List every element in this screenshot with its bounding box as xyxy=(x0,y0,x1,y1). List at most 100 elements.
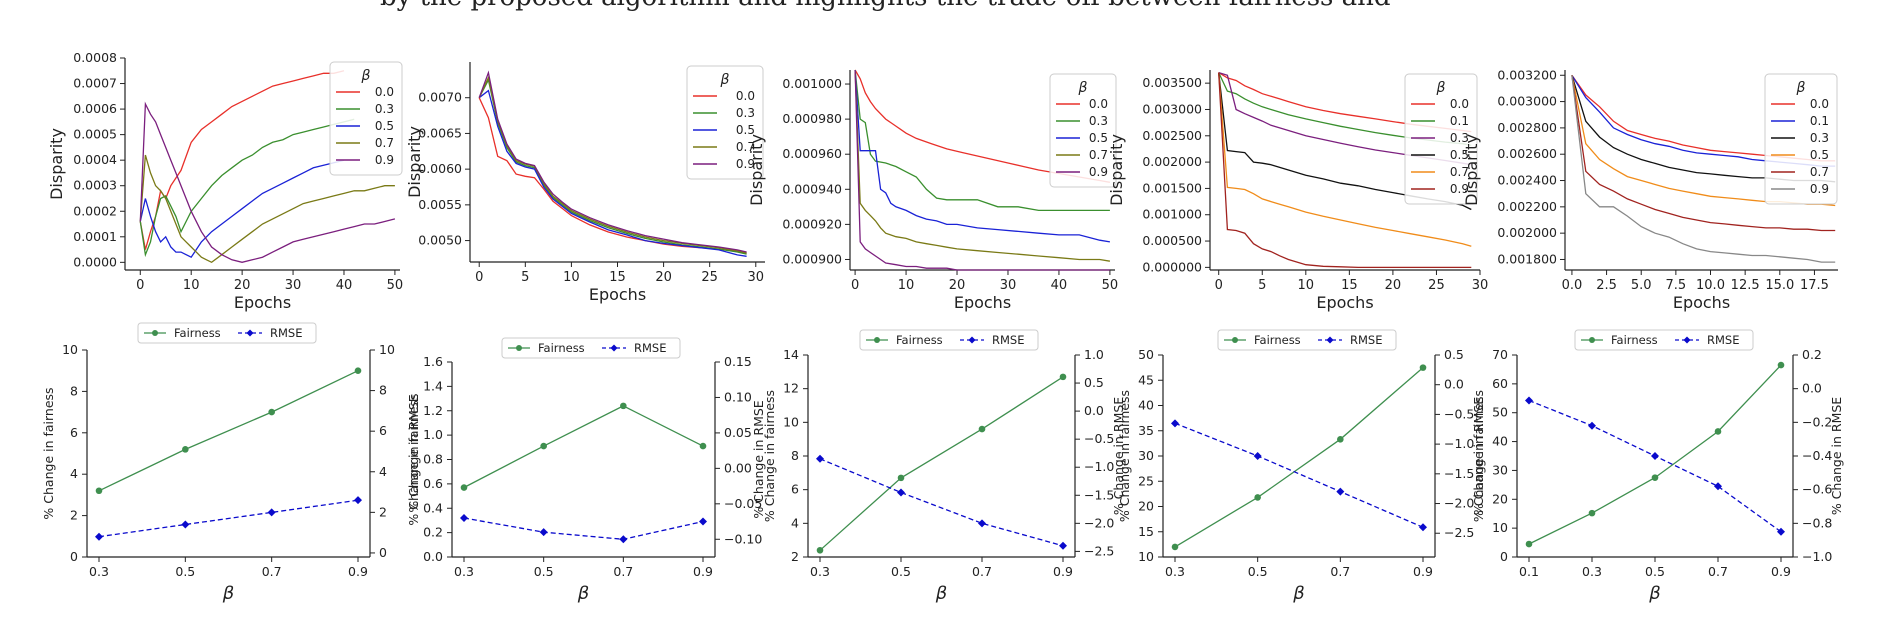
y-tick-label-right: −2.0 xyxy=(1444,496,1474,511)
rmse-point xyxy=(1714,482,1722,491)
legend-label: 0.1 xyxy=(1810,114,1829,128)
x-tick-label: 0.5 xyxy=(534,564,554,579)
legend-label-rmse: RMSE xyxy=(270,326,302,340)
rmse-point xyxy=(1683,336,1691,344)
x-tick-label: 20 xyxy=(949,278,966,293)
caption-text: by the proposed algorithm and highlights… xyxy=(380,0,1391,12)
y-axis-label-left: % Change in fairness xyxy=(1117,390,1132,522)
y-tick-label-left: 35 xyxy=(1138,423,1154,438)
x-tick-label: 0 xyxy=(136,278,144,293)
y-tick-label: 0.000920 xyxy=(782,216,842,231)
y-tick-label-left: 0.8 xyxy=(423,452,443,467)
x-tick-label: 30 xyxy=(285,278,302,293)
legend-label: 0.0 xyxy=(1089,97,1108,111)
y-axis-label-right: % Change in RMSE xyxy=(1471,397,1486,515)
fairness-point xyxy=(1171,543,1179,551)
fairness-point xyxy=(460,484,468,491)
y-tick-label: 0.000500 xyxy=(1142,233,1202,248)
legend-label: 0.3 xyxy=(375,102,394,116)
y-tick-label-right: 0.5 xyxy=(1444,347,1464,362)
rmse-line xyxy=(1174,422,1424,528)
legend-label: 0.3 xyxy=(736,106,755,120)
y-tick-label: 0.003000 xyxy=(1142,101,1202,116)
rmse-point xyxy=(897,488,905,497)
fairness-point xyxy=(540,442,547,450)
chart-t5: 0.0 2.5 5.0 7.5 10.0 12.5 15.0 17.50.0018000.00… xyxy=(1462,67,1838,312)
y-axis-label: Disparity xyxy=(1462,134,1481,206)
series-line-0-9 xyxy=(478,70,747,253)
x-tick-label: 0.7 xyxy=(1708,564,1728,579)
fairness-point xyxy=(182,446,189,453)
rmse-point xyxy=(460,514,468,522)
y-tick-label: 0.003500 xyxy=(1142,75,1202,90)
legend-box xyxy=(329,61,403,176)
chart-t3: 0 10 20 30 40 50 0.000900 0.000920 0.000940 0.000… xyxy=(747,69,1118,312)
x-tick-label: 0.3 xyxy=(89,564,109,579)
y-tick-label-left: 40 xyxy=(1492,434,1508,449)
y-tick-label: 0.000000 xyxy=(1142,259,1202,274)
x-tick-label: 0.9 xyxy=(1771,564,1791,579)
y-tick-label-right: 6 xyxy=(379,423,387,438)
x-tick-label: 40 xyxy=(1051,278,1068,293)
y-tick-label-right: 0 xyxy=(379,545,387,560)
y-tick-label: 0.0060 xyxy=(418,161,462,176)
y-tick-label-right: 0.2 xyxy=(1802,347,1822,362)
x-tick-label: 7.5 xyxy=(1666,278,1687,293)
legend-box xyxy=(686,65,764,180)
series-line-0-7 xyxy=(854,69,1111,262)
x-tick-label: 15 xyxy=(609,270,626,285)
y-tick-label-left: 45 xyxy=(1138,372,1154,387)
y-tick-label-right: 10 xyxy=(379,342,395,357)
series-line-0-7 xyxy=(478,75,747,254)
y-tick-label-right: −2.0 xyxy=(1084,515,1114,530)
legend-label: 0.5 xyxy=(375,119,394,133)
y-tick-label-right: 4 xyxy=(379,464,387,479)
y-tick-label-right: 0.05 xyxy=(724,425,752,440)
series-line-0-9 xyxy=(139,101,396,263)
y-tick-label-left: 10 xyxy=(1492,520,1508,535)
x-tick-label: 0.5 xyxy=(1248,564,1268,579)
fairness-point xyxy=(1337,436,1344,443)
y-tick-label: 0.0006 xyxy=(73,101,117,116)
legend-title: β xyxy=(1796,80,1806,96)
x-tick-label: 0 xyxy=(851,278,859,293)
y-tick-label: 0.002800 xyxy=(1497,120,1557,135)
x-tick-label: 0.9 xyxy=(693,564,713,579)
x-tick-label: 0 xyxy=(1215,278,1223,293)
legend-label: 0.0 xyxy=(375,85,394,99)
y-tick-label-left: 0.0 xyxy=(423,549,443,564)
x-tick-label: 10 xyxy=(183,278,200,293)
y-tick-label-left: 1.2 xyxy=(423,403,443,418)
y-tick-label: 0.0001 xyxy=(73,229,117,244)
y-tick-label-right: −0.05 xyxy=(724,496,762,511)
rmse-point xyxy=(610,344,618,352)
legend-label-fairness: Fairness xyxy=(896,333,943,347)
y-tick-label: 0.002000 xyxy=(1497,225,1557,240)
legend-marker-fairness xyxy=(516,345,522,351)
fairness-point xyxy=(1419,364,1427,371)
y-axis-label-right: % Change in RMSE xyxy=(406,394,421,512)
y-axis-label-left: % Change in fairness xyxy=(406,393,421,525)
x-tick-label: 17.5 xyxy=(1800,278,1829,293)
x-tick-label: 15.0 xyxy=(1765,278,1794,293)
y-tick-label: 0.002600 xyxy=(1497,146,1557,161)
y-tick-label: 0.002000 xyxy=(1142,154,1202,169)
x-tick-label: 25 xyxy=(1428,278,1445,293)
x-tick-label: 15 xyxy=(1341,278,1358,293)
legend-label-rmse: RMSE xyxy=(1350,333,1382,347)
rmse-point xyxy=(816,454,824,463)
x-axis-label: Epochs xyxy=(589,285,646,304)
legend-label-fairness: Fairness xyxy=(1254,333,1301,347)
legend-label: 0.7 xyxy=(1810,165,1829,179)
y-tick-label-left: 2 xyxy=(70,508,78,523)
y-tick-label-left: 50 xyxy=(1138,347,1154,362)
y-tick-label: 0.002400 xyxy=(1497,173,1557,188)
x-tick-label: 5 xyxy=(521,270,529,285)
y-tick-label-right: 0.0 xyxy=(1802,381,1822,396)
x-axis-label: Epochs xyxy=(234,293,291,312)
y-tick-label-right: 0.5 xyxy=(1084,375,1104,390)
legend-title: β xyxy=(1078,80,1088,96)
y-tick-label: 0.003000 xyxy=(1497,94,1557,109)
y-tick-label-left: 0.6 xyxy=(423,476,443,491)
y-tick-label-left: 0.2 xyxy=(423,525,443,540)
